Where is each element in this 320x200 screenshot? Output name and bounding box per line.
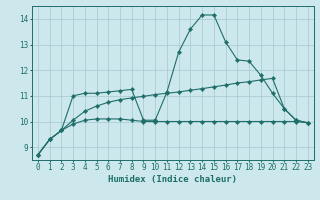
X-axis label: Humidex (Indice chaleur): Humidex (Indice chaleur): [108, 175, 237, 184]
